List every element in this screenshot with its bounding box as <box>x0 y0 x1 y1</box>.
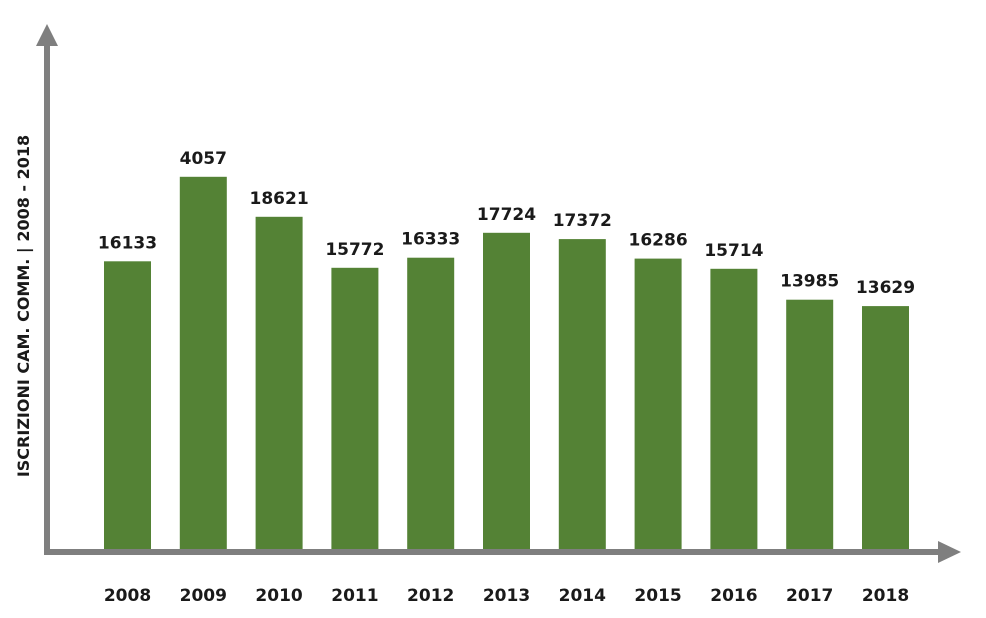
data-label-2018: 13629 <box>856 278 915 298</box>
bar-2017 <box>786 299 834 550</box>
x-tick-label-2017: 2017 <box>786 586 833 606</box>
x-tick-label-2010: 2010 <box>255 586 302 606</box>
data-label-2017: 13985 <box>780 272 839 292</box>
bar-2008 <box>104 261 151 550</box>
data-label-2016: 15714 <box>704 241 763 261</box>
bars <box>104 176 909 551</box>
bar-2016 <box>710 268 758 550</box>
data-label-2010: 18621 <box>250 189 309 209</box>
bar-2018 <box>862 306 909 550</box>
data-label-2013: 17724 <box>477 205 536 225</box>
x-tick-label-2011: 2011 <box>331 586 378 606</box>
x-tick-label-2012: 2012 <box>407 586 454 606</box>
data-label-2008: 16133 <box>98 233 157 253</box>
bar-2014 <box>558 239 606 550</box>
data-label-2015: 16286 <box>629 231 688 251</box>
x-tick-label-2016: 2016 <box>710 586 757 606</box>
data-label-2009: 4057 <box>180 149 227 169</box>
x-axis-arrow <box>938 541 961 563</box>
data-label-2011: 15772 <box>325 240 384 260</box>
bar-2010 <box>255 216 303 551</box>
bar-2009 <box>179 176 227 551</box>
x-tick-label-2015: 2015 <box>634 586 681 606</box>
x-tick-labels: 2008 2009 2010 2011 2012 2013 2014 2015 2016 2017… <box>104 586 909 606</box>
y-axis-label: ISCRIZIONI CAM. COMM. | 2008 - 2018 <box>14 135 34 477</box>
x-tick-label-2008: 2008 <box>104 586 151 606</box>
x-tick-label-2013: 2013 <box>483 586 530 606</box>
bar-2013 <box>483 232 530 551</box>
bar-2011 <box>331 267 379 550</box>
y-axis-arrow <box>36 24 58 46</box>
data-labels: 16133 4057 18621 15772 16333 17724 17372 16286 1… <box>98 149 915 298</box>
x-tick-label-2018: 2018 <box>862 586 909 606</box>
data-label-2014: 17372 <box>553 211 612 231</box>
data-label-2012: 16333 <box>401 230 460 250</box>
bar-2015 <box>634 258 682 550</box>
x-tick-label-2014: 2014 <box>559 586 606 606</box>
bar-2012 <box>407 257 455 550</box>
x-tick-label-2009: 2009 <box>180 586 227 606</box>
